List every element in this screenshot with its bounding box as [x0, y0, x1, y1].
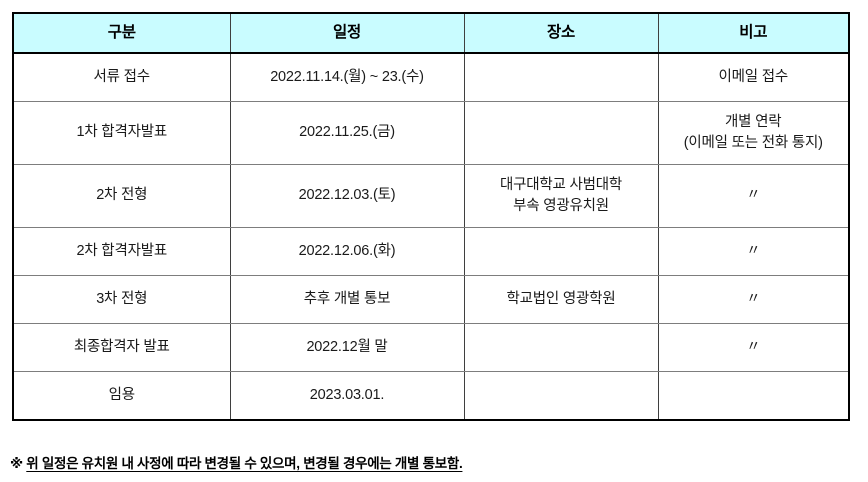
cell-date: 2022.11.14.(월) ~ 23.(수) [229, 52, 465, 102]
cell-category: 2차 전형 [12, 164, 231, 228]
table-row: 임용 2023.03.01. [12, 371, 850, 421]
cell-category: 2차 합격자발표 [12, 227, 231, 276]
column-header-place: 장소 [463, 12, 659, 54]
footnote-mark-icon: ※ [10, 456, 23, 471]
cell-place [463, 371, 659, 421]
cell-place [463, 323, 659, 372]
cell-note: 〃 [657, 164, 850, 228]
table-row: 2차 합격자발표 2022.12.06.(화) 〃 [12, 227, 850, 276]
cell-note: 이메일 접수 [657, 52, 850, 102]
cell-date: 2022.12.03.(토) [229, 164, 465, 228]
table-row: 최종합격자 발표 2022.12월 말 〃 [12, 323, 850, 372]
cell-category: 최종합격자 발표 [12, 323, 231, 372]
cell-note: 〃 [657, 323, 850, 372]
cell-date: 추후 개별 통보 [229, 275, 465, 324]
table-row: 서류 접수 2022.11.14.(월) ~ 23.(수) 이메일 접수 [12, 52, 850, 102]
cell-note: 〃 [657, 227, 850, 276]
cell-place: 학교법인 영광학원 [463, 275, 659, 324]
cell-date: 2022.12월 말 [229, 323, 465, 372]
footnote: ※ 위 일정은 유치원 내 사정에 따라 변경될 수 있으며, 변경될 경우에는… [10, 452, 463, 472]
cell-place [463, 227, 659, 276]
table-row: 2차 전형 2022.12.03.(토) 대구대학교 사범대학 부속 영광유치원… [12, 164, 850, 228]
cell-note: 개별 연락 (이메일 또는 전화 통지) [657, 101, 850, 165]
cell-place-line-2: 부속 영광유치원 [513, 198, 609, 214]
cell-place [463, 52, 659, 102]
cell-note-line-2: (이메일 또는 전화 통지) [683, 135, 823, 151]
cell-date: 2023.03.01. [229, 371, 465, 421]
cell-note: 〃 [657, 275, 850, 324]
cell-date: 2022.11.25.(금) [229, 101, 465, 165]
column-header-category: 구분 [12, 12, 231, 54]
table-row: 1차 합격자발표 2022.11.25.(금) 개별 연락 (이메일 또는 전화… [12, 101, 850, 165]
cell-note-line-1: 개별 연락 [725, 113, 782, 130]
recruitment-schedule-table: 구분 일정 장소 비고 서류 접수 2022.11.14.(월) ~ 23.(수… [12, 12, 850, 421]
footnote-text: 위 일정은 유치원 내 사정에 따라 변경될 수 있으며, 변경될 경우에는 개… [26, 456, 463, 471]
cell-note [657, 371, 850, 421]
cell-note-line-1: 〃 [746, 187, 761, 204]
cell-note-line-1: 〃 [746, 338, 761, 355]
cell-note-line-1: 이메일 접수 [718, 68, 789, 85]
cell-date: 2022.12.06.(화) [229, 227, 465, 276]
cell-category: 서류 접수 [12, 52, 231, 102]
column-header-date: 일정 [229, 12, 465, 54]
cell-place [463, 101, 659, 165]
cell-category: 3차 전형 [12, 275, 231, 324]
cell-place-line-1: 대구대학교 사범대학 [499, 176, 623, 193]
cell-category: 임용 [12, 371, 231, 421]
table-header-row: 구분 일정 장소 비고 [12, 12, 850, 54]
cell-place: 대구대학교 사범대학 부속 영광유치원 [463, 164, 659, 228]
table-row: 3차 전형 추후 개별 통보 학교법인 영광학원 〃 [12, 275, 850, 324]
cell-note-line-1: 〃 [746, 290, 761, 307]
table-header: 구분 일정 장소 비고 [12, 12, 850, 54]
column-header-note: 비고 [657, 12, 850, 54]
cell-note-line-1: 〃 [746, 242, 761, 259]
cell-category: 1차 합격자발표 [12, 101, 231, 165]
table-body: 서류 접수 2022.11.14.(월) ~ 23.(수) 이메일 접수 1차 … [12, 52, 850, 421]
